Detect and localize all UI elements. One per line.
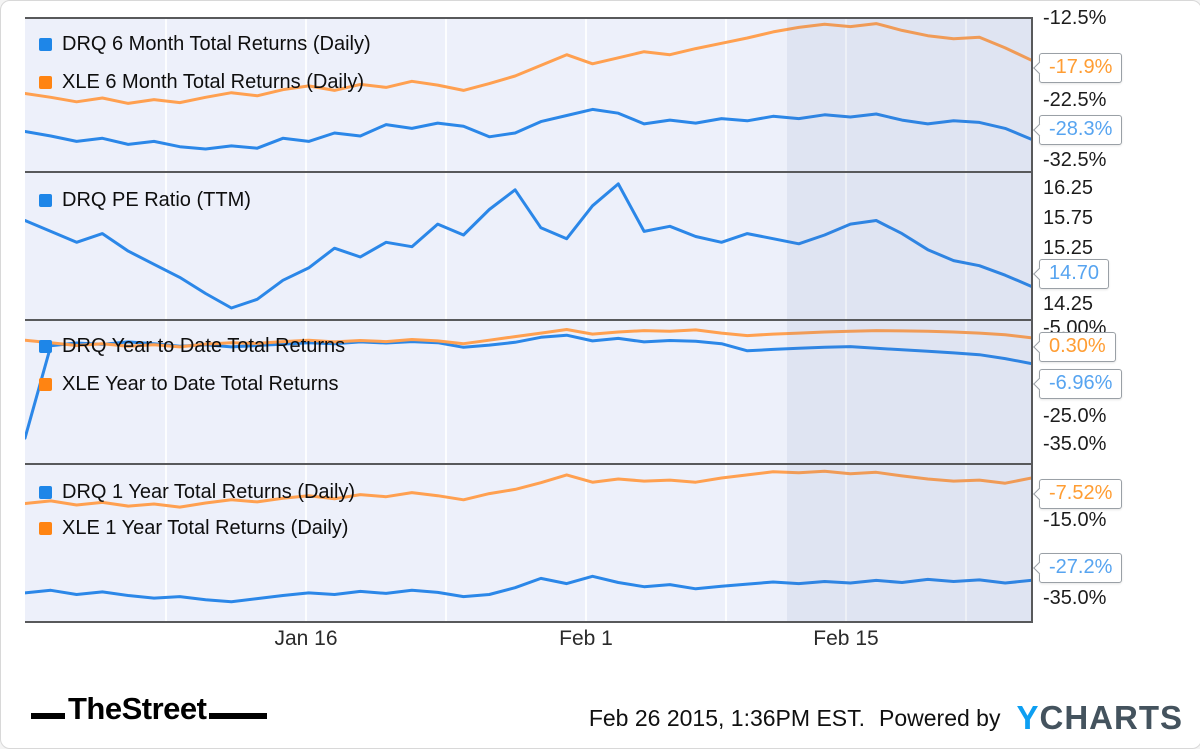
- legend-swatch-blue-icon: [39, 486, 52, 499]
- legend-label-drq-1y: DRQ 1 Year Total Returns (Daily): [62, 481, 356, 503]
- value-callout-drq-1y: -27.2%: [1039, 553, 1123, 583]
- y-tick-p3: -35.0%: [1043, 433, 1107, 455]
- legend-item-drq-1y: DRQ 1 Year Total Returns (Daily): [39, 481, 355, 504]
- chart-plot-area: DRQ 6 Month Total Returns (Daily) XLE 6 …: [25, 17, 1033, 623]
- value-callout-drq-pe: 14.70: [1039, 259, 1110, 289]
- legend-item-drq-ytd: DRQ Year to Date Total Returns: [39, 335, 345, 358]
- legend-label-drq-pe: DRQ PE Ratio (TTM): [62, 189, 251, 211]
- line-chart-1-year-returns: [25, 469, 1031, 604]
- x-tick-feb-1: Feb 1: [559, 627, 613, 650]
- legend-item-xle-1y: XLE 1 Year Total Returns (Daily): [39, 517, 348, 540]
- panel-pe-ratio: DRQ PE Ratio (TTM): [25, 173, 1031, 321]
- x-tick-jan-16: Jan 16: [274, 627, 338, 650]
- value-callout-xle-ytd: 0.30%: [1039, 332, 1116, 362]
- legend-item-xle-6m: XLE 6 Month Total Returns (Daily): [39, 71, 364, 94]
- value-callout-drq-6m: -28.3%: [1039, 115, 1123, 145]
- x-tick-feb-15: Feb 15: [813, 627, 879, 650]
- legend-swatch-blue-icon: [39, 38, 52, 51]
- y-tick-p4: -35.0%: [1043, 587, 1107, 609]
- line-chart-pe-ratio: [25, 182, 1031, 310]
- thestreet-logo-bar-right: [209, 713, 268, 719]
- panel-6-month-total-returns: DRQ 6 Month Total Returns (Daily) XLE 6 …: [25, 19, 1031, 173]
- y-tick-p2: 16.25: [1043, 177, 1094, 199]
- line-chart-6-month-returns: [25, 22, 1031, 151]
- legend-label-drq-ytd: DRQ Year to Date Total Returns: [62, 335, 346, 357]
- ycharts-logo[interactable]: YCHARTS: [1016, 699, 1183, 737]
- value-callout-xle-1y: -7.52%: [1039, 479, 1123, 509]
- powered-by-label: Powered by: [879, 704, 1001, 731]
- value-callout-drq-ytd: -6.96%: [1039, 369, 1123, 399]
- legend-item-drq-pe: DRQ PE Ratio (TTM): [39, 189, 251, 212]
- thestreet-logo[interactable]: TheStreet: [31, 691, 268, 726]
- legend-label-xle-ytd: XLE Year to Date Total Returns: [62, 373, 339, 395]
- line-chart-ytd-returns: [25, 328, 1031, 440]
- thestreet-logo-text: TheStreet: [68, 691, 207, 726]
- y-tick-p2: 15.25: [1043, 237, 1094, 259]
- legend-swatch-orange-icon: [39, 76, 52, 89]
- ycharts-logo-charts: CHARTS: [1039, 699, 1183, 736]
- legend-label-xle-6m: XLE 6 Month Total Returns (Daily): [62, 71, 364, 93]
- panel-1-year-total-returns: DRQ 1 Year Total Returns (Daily) XLE 1 Y…: [25, 465, 1031, 623]
- thestreet-logo-bar-left: [31, 713, 65, 719]
- legend-item-xle-ytd: XLE Year to Date Total Returns: [39, 373, 338, 396]
- y-tick-p3: -25.0%: [1043, 405, 1107, 427]
- ycharts-logo-y: Y: [1016, 699, 1040, 736]
- panel-ytd-total-returns: DRQ Year to Date Total Returns XLE Year …: [25, 321, 1031, 465]
- legend-label-xle-1y: XLE 1 Year Total Returns (Daily): [62, 517, 349, 539]
- y-tick-p2: 15.75: [1043, 207, 1094, 229]
- y-tick-p2: 14.25: [1043, 293, 1094, 315]
- y-tick-p1: -22.5%: [1043, 89, 1107, 111]
- y-tick-p4: -15.0%: [1043, 509, 1107, 531]
- legend-swatch-blue-icon: [39, 194, 52, 207]
- legend-label-drq-6m: DRQ 6 Month Total Returns (Daily): [62, 33, 371, 55]
- legend-swatch-orange-icon: [39, 378, 52, 391]
- chart-timestamp: Feb 26 2015, 1:36PM EST.: [588, 704, 866, 731]
- y-tick-p1: -32.5%: [1043, 149, 1107, 171]
- footer-attribution: Feb 26 2015, 1:36PM EST. Powered by YCHA…: [589, 699, 1183, 737]
- legend-swatch-orange-icon: [39, 522, 52, 535]
- y-tick-p1: -12.5%: [1043, 7, 1107, 29]
- value-callout-xle-6m: -17.9%: [1039, 53, 1123, 83]
- legend-item-drq-6m: DRQ 6 Month Total Returns (Daily): [39, 33, 371, 56]
- legend-swatch-blue-icon: [39, 340, 52, 353]
